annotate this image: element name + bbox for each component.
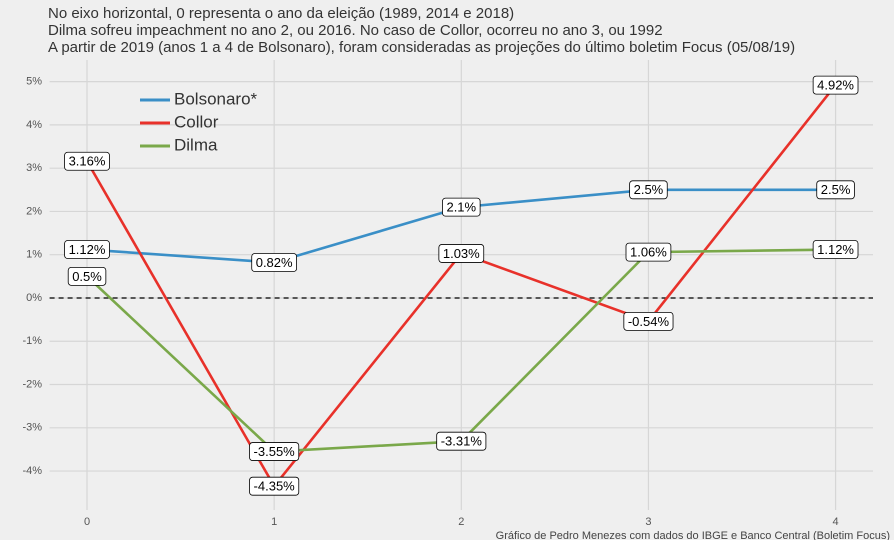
- legend-label: Collor: [174, 112, 219, 131]
- x-tick-label: 1: [271, 516, 277, 528]
- label-box: [625, 242, 672, 262]
- y-tick-label: -1%: [22, 335, 42, 347]
- data-label: -3.55%: [249, 442, 300, 461]
- y-tick-label: 2%: [26, 205, 42, 217]
- y-tick-label: -3%: [22, 422, 42, 434]
- data-label-text: 2.5%: [821, 182, 851, 197]
- data-label-text: 1.12%: [817, 242, 854, 257]
- y-tick-label: 5%: [26, 76, 42, 88]
- subtitle: Dilma sofreu impeachment no ano 2, ou 20…: [48, 22, 663, 39]
- data-label-text: 1.12%: [69, 242, 106, 257]
- label-box: [249, 442, 300, 461]
- data-label: 1.12%: [812, 240, 859, 259]
- label-box: [64, 151, 110, 171]
- data-label: 1.06%: [625, 242, 672, 262]
- data-label: -4.35%: [249, 476, 300, 496]
- data-label: 1.12%: [64, 240, 110, 259]
- y-tick-label: -4%: [22, 465, 42, 477]
- x-tick-label: 3: [645, 516, 651, 528]
- y-tick-label: 4%: [26, 119, 42, 131]
- x-tick-label: 0: [84, 516, 90, 528]
- y-tick-label: 3%: [26, 162, 42, 174]
- label-box: [442, 197, 481, 217]
- subtitle: A partir de 2019 (anos 1 a 4 de Bolsonar…: [48, 39, 795, 56]
- data-label-text: -3.55%: [254, 444, 296, 459]
- label-box: [816, 180, 855, 200]
- y-tick-label: 0%: [26, 292, 42, 304]
- data-label: 4.92%: [812, 75, 859, 95]
- caption: Gráfico de Pedro Menezes com dados do IB…: [496, 530, 890, 540]
- subtitle: No eixo horizontal, 0 representa o ano d…: [48, 5, 514, 22]
- y-tick-label: -2%: [22, 378, 42, 390]
- data-label: 3.16%: [64, 151, 110, 171]
- data-label-text: -0.54%: [628, 314, 670, 329]
- data-label-text: 1.06%: [630, 245, 667, 260]
- data-label: 2.5%: [816, 180, 855, 200]
- label-box: [67, 266, 107, 286]
- data-label-text: 0.5%: [72, 269, 102, 284]
- legend-label: Dilma: [174, 135, 218, 154]
- label-box: [629, 180, 668, 200]
- data-label: 2.5%: [629, 180, 668, 200]
- label-box: [812, 240, 859, 259]
- x-tick-label: 4: [833, 516, 839, 528]
- label-box: [64, 240, 110, 259]
- x-tick-label: 2: [458, 516, 464, 528]
- data-label: -0.54%: [623, 311, 674, 331]
- legend-label: Bolsonaro*: [174, 89, 258, 108]
- data-label-text: 2.5%: [634, 182, 664, 197]
- y-tick-label: 1%: [26, 249, 42, 261]
- label-box: [438, 244, 485, 263]
- data-label: -3.31%: [436, 431, 487, 451]
- data-label: 0.5%: [67, 266, 107, 286]
- data-label-text: 1.03%: [443, 246, 480, 261]
- data-label: 1.03%: [438, 244, 485, 263]
- data-label-text: -4.35%: [254, 479, 296, 494]
- data-label-text: -3.31%: [441, 434, 483, 449]
- data-label-text: 4.92%: [817, 78, 854, 93]
- data-label: 2.1%: [442, 197, 481, 217]
- label-box: [436, 431, 487, 451]
- label-box: [812, 75, 859, 95]
- label-box: [623, 311, 674, 331]
- data-label: 0.82%: [251, 253, 298, 272]
- data-label-text: 2.1%: [446, 200, 476, 215]
- data-label-text: 3.16%: [69, 154, 106, 169]
- label-box: [249, 476, 300, 496]
- label-box: [251, 253, 298, 272]
- data-label-text: 0.82%: [256, 255, 293, 270]
